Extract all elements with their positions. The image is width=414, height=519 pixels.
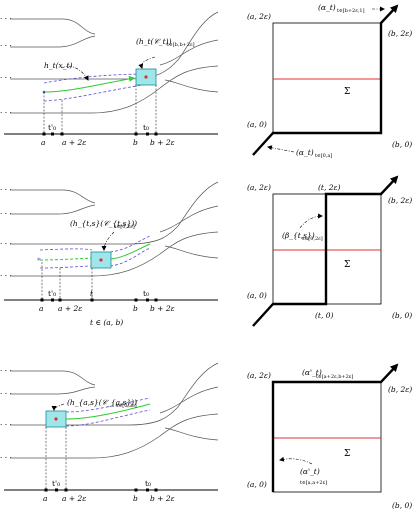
panel-1-top-label: (α_t) xyxy=(318,3,336,12)
ellipsis-5: · · · xyxy=(0,185,12,194)
panel-2-corner-b-2e: (b, 2ε) xyxy=(388,196,412,205)
panel-3-square-frame xyxy=(272,381,382,493)
panel-2-box-label-sub: s∈[0,2ε] xyxy=(114,224,135,230)
ellipsis-1: · · · xyxy=(0,14,12,23)
ellipsis-11: · · · xyxy=(0,420,12,429)
panel-3-axis-a: a xyxy=(43,494,47,503)
panel-1: · · · · · · · · · · · · h_t(x_t) (h_t(𝒞_… xyxy=(0,3,412,159)
ellipsis-6: · · · xyxy=(0,209,12,218)
panel-2-axis-a-2e: a + 2ε xyxy=(58,304,82,313)
panel-1-tick-t0-prime: t'₀ xyxy=(48,123,56,132)
start-marker: * xyxy=(37,256,41,265)
panel-2-beta-label: (β_{t,s}) xyxy=(282,231,315,240)
panel-1-top-label-sub: t∈[b+2ε,1] xyxy=(337,8,365,14)
panel-2-axis-b-2e: b + 2ε xyxy=(150,304,175,313)
panel-1-sigma: Σ xyxy=(344,87,350,97)
panel-3: · · · · · · · · · · · · (h_{a,s}(𝒞_{a,s}… xyxy=(0,362,412,510)
panel-3-sigma: Σ xyxy=(344,449,350,459)
panel-1-axis-a: a xyxy=(41,138,45,147)
panel-3-corner-b-2e: (b, 2ε) xyxy=(388,385,412,394)
panel-1-axis-b: b xyxy=(133,138,138,147)
panel-3-axis-b-2e: b + 2ε xyxy=(150,494,175,503)
ellipsis-3: · · · xyxy=(0,73,12,82)
panel-1-corner-a-2e: (a, 2ε) xyxy=(247,12,271,21)
panel-2-path xyxy=(252,175,399,327)
panel-3-corner-a-0: (a, 0) xyxy=(247,480,267,489)
panel-1-box-label: (h_t(𝒞_t)) xyxy=(136,37,172,46)
panel-3-tick-t0-prime: t'₀ xyxy=(52,479,60,488)
panel-2-box-label: (h_{t,s}(𝒞_{t,s})) xyxy=(70,219,137,228)
panel-1-bottom-label-sub: t∈[0,a] xyxy=(315,153,332,159)
panel-3-top-label-sub: t∈[a+2ε,b+2ε] xyxy=(316,374,353,380)
panel-2-corner-a-2e: (a, 2ε) xyxy=(247,183,271,192)
ellipsis-12: · · · xyxy=(0,453,12,462)
panel-2-axis-b: b xyxy=(133,304,138,313)
panel-3-box-label: (h_{a,s}(𝒞_{a,s})) xyxy=(67,398,137,407)
ellipsis-10: · · · xyxy=(0,389,12,398)
panel-1-box-label-sub: t∈[b,b+2ε] xyxy=(167,42,195,48)
panel-2-corner-t-2e: (t, 2ε) xyxy=(318,183,341,192)
panel-3-path xyxy=(271,363,399,492)
ellipsis-2: · · · xyxy=(0,41,12,50)
panel-1-path xyxy=(252,4,399,156)
ellipsis-4: · · · xyxy=(0,108,12,117)
panel-2-axis-a: a xyxy=(39,304,43,313)
panel-1-corner-b-2e: (b, 2ε) xyxy=(388,29,412,38)
panel-2-tick-t0: t₀ xyxy=(143,289,149,298)
ellipsis-8: · · · xyxy=(0,271,12,280)
panel-3-corner-b-0: (b, 0) xyxy=(392,501,412,510)
panel-1-corner-b-0: (b, 0) xyxy=(392,140,412,149)
ellipsis-9: · · · xyxy=(0,366,12,375)
panel-1-curve-label: h_t(x_t) xyxy=(44,61,73,70)
panel-2-curves: · · · · · · · · · · · · xyxy=(0,181,219,280)
panel-3-tick-t0: t₀ xyxy=(145,479,151,488)
panel-2-beta-label-sub: s∈[0,2ε] xyxy=(302,236,323,242)
panel-2-tick-t0-prime: t'₀ xyxy=(48,289,56,298)
panel-1-corner-a-0: (a, 0) xyxy=(247,120,267,129)
panel-1-bottom-label: (α_t) xyxy=(296,148,314,157)
panel-3-corner-a-2e: (a, 2ε) xyxy=(247,371,271,380)
panel-2-square: Σ (a, 2ε) (t, 2ε) (b, 2ε) (a, 0) (t, 0) … xyxy=(247,175,412,327)
panel-3-left-label: (α'_t) xyxy=(300,467,320,476)
panel-3-axis-b: b xyxy=(133,494,138,503)
panel-1-square-frame xyxy=(272,22,382,134)
panel-3-curves: · · · · · · · · · · · · xyxy=(0,362,219,462)
panel-2-corner-t-0: (t, 0) xyxy=(315,311,333,320)
panel-3-square: Σ (a, 2ε) (b, 2ε) (a, 0) (b, 0) (α'_t) t… xyxy=(247,363,412,510)
panel-1-axis-b-2e: b + 2ε xyxy=(150,138,175,147)
panel-3-top-label: (α'_t) xyxy=(302,368,322,377)
panel-2-sigma: Σ xyxy=(344,260,350,270)
panel-1-tick-t0: t₀ xyxy=(143,123,149,132)
panel-3-box-label-sub: s∈[0,2ε] xyxy=(116,403,137,409)
panel-2: · · · · · · · · · · · · * (h_{t,s}(𝒞_{t,… xyxy=(0,175,412,327)
ellipsis-7: · · · xyxy=(0,239,12,248)
panel-2-axis-t: t xyxy=(90,289,94,298)
panel-2-corner-a-0: (a, 0) xyxy=(247,291,267,300)
panel-1-axis-a-2e: a + 2ε xyxy=(62,138,86,147)
panel-3-left-label-sub: t∈[a,a+2ε] xyxy=(300,480,327,486)
panel-2-corner-b-0: (b, 0) xyxy=(392,311,412,320)
panel-2-caption: t ∈ (a, b) xyxy=(90,318,123,327)
panel-1-curves: · · · · · · · · · · · · xyxy=(0,11,219,117)
panel-3-axis-a-2e: a + 2ε xyxy=(62,494,86,503)
panel-1-square: Σ (a, 2ε) (b, 2ε) (a, 0) (b, 0) (α_t) t∈… xyxy=(247,3,412,159)
